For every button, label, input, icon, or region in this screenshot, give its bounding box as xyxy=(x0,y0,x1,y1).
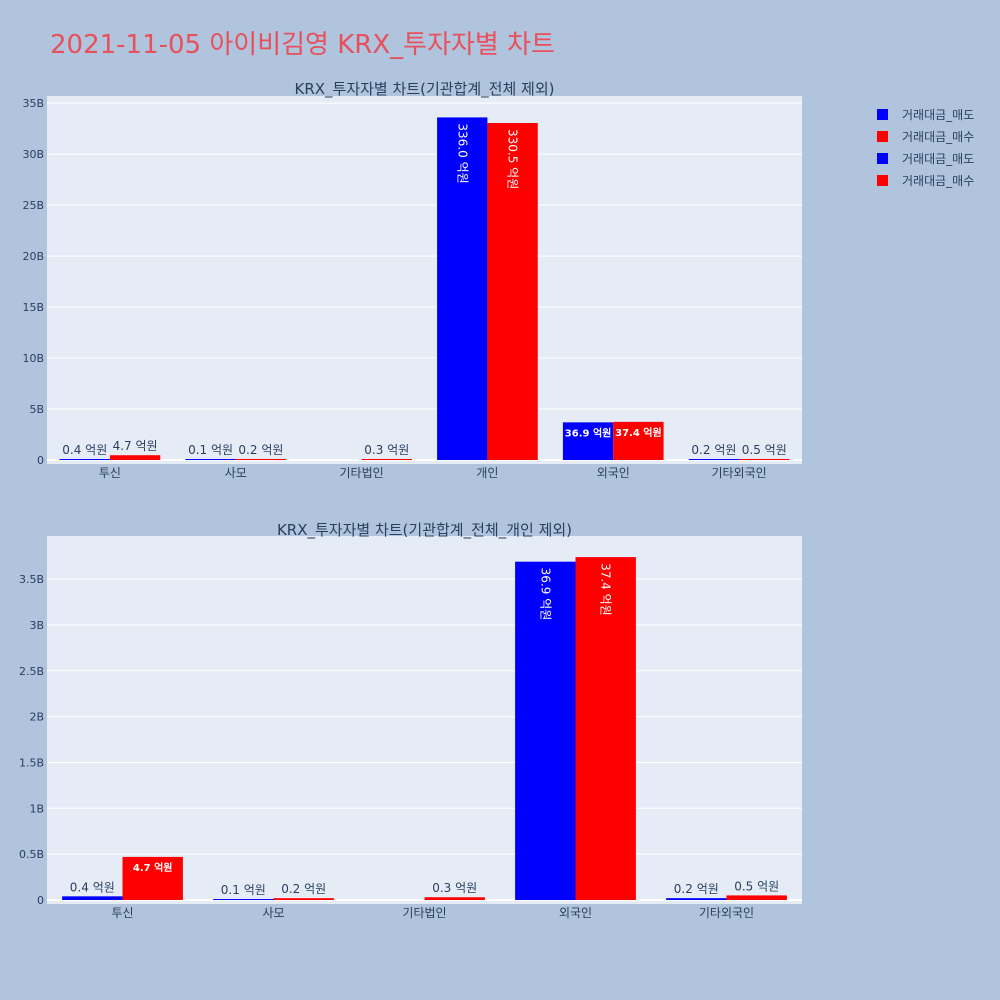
data-label: 0.4 억원 xyxy=(70,880,115,894)
data-label: 0.3 억원 xyxy=(364,443,409,457)
y-tick-label: 30B xyxy=(22,148,44,161)
legend-label[interactable]: 거래대금_매도 xyxy=(902,108,974,122)
page-title: 2021-11-05 아이비김영 KRX_투자자별 차트 xyxy=(50,30,555,60)
x-tick-label: 개인 xyxy=(476,466,498,480)
data-label: 0.1 억원 xyxy=(188,443,233,457)
data-label: 4.7 억원 xyxy=(113,439,158,453)
chart-title: KRX_투자자별 차트(기관합계_전체_개인 제외) xyxy=(277,521,572,540)
legend-swatch[interactable] xyxy=(877,131,888,142)
data-label: 0.3 억원 xyxy=(432,881,477,895)
x-tick-label: 외국인 xyxy=(559,906,592,920)
data-label: 4.7 억원 xyxy=(133,861,173,874)
y-tick-label: 0 xyxy=(37,454,44,467)
bar xyxy=(666,898,727,900)
data-label: 330.5 억원 xyxy=(506,129,520,189)
y-tick-label: 1.5B xyxy=(19,756,44,769)
y-tick-label: 3.5B xyxy=(19,573,44,586)
legend-label[interactable]: 거래대금_매수 xyxy=(902,174,974,188)
x-tick-label: 사모 xyxy=(262,906,284,920)
y-tick-label: 15B xyxy=(22,301,44,314)
data-label: 36.9 억원 xyxy=(538,568,552,621)
bar xyxy=(739,459,790,460)
y-tick-label: 10B xyxy=(22,352,44,365)
data-label: 0.5 억원 xyxy=(742,443,787,457)
bar xyxy=(273,898,334,900)
y-tick-label: 20B xyxy=(22,250,44,263)
x-tick-label: 외국인 xyxy=(597,466,630,480)
data-label: 0.2 억원 xyxy=(674,882,719,896)
bar xyxy=(562,422,614,460)
data-label: 0.4 억원 xyxy=(62,443,107,457)
x-tick-label: 기타법인 xyxy=(402,906,446,920)
bar xyxy=(726,895,787,900)
y-tick-label: 0.5B xyxy=(19,848,44,861)
legend-label[interactable]: 거래대금_매수 xyxy=(902,130,974,144)
chart-title: KRX_투자자별 차트(기관합계_전체 제외) xyxy=(295,80,555,99)
bar xyxy=(487,123,538,461)
y-tick-label: 2.5B xyxy=(19,665,44,678)
legend-swatch[interactable] xyxy=(877,175,888,186)
data-label: 0.2 억원 xyxy=(238,443,283,457)
y-tick-label: 1B xyxy=(29,802,44,815)
data-label: 336.0 억원 xyxy=(455,123,469,183)
bar xyxy=(62,896,123,900)
bar xyxy=(185,459,236,460)
y-tick-label: 0 xyxy=(37,894,44,907)
data-label: 0.2 억원 xyxy=(281,882,326,896)
bar xyxy=(424,897,485,900)
y-tick-label: 35B xyxy=(22,97,44,110)
plot-area xyxy=(47,536,802,904)
chart-2: 0 0.5B 1B 1.5B 2B 2.5B 3B 3.5B KRX_투자자별 차트(기관합계_… xyxy=(19,521,802,920)
legend-swatch[interactable] xyxy=(877,153,888,164)
x-tick-label: 기타외국인 xyxy=(711,466,766,480)
legend-swatch[interactable] xyxy=(877,109,888,120)
x-tick-label: 투신 xyxy=(111,906,133,920)
x-tick-label: 투신 xyxy=(99,466,121,480)
x-tick-label: 기타법인 xyxy=(339,466,383,480)
y-tick-label: 5B xyxy=(29,403,44,416)
bar xyxy=(515,561,576,900)
chart-1: 0 5B 10B 15B 20B 25B 30B 35B KRX_투자자별 차트(기관합계_전체… xyxy=(22,80,802,480)
data-label: 0.1 억원 xyxy=(221,883,266,897)
plot-area xyxy=(47,96,802,464)
bar xyxy=(213,899,274,900)
y-tick-label: 2B xyxy=(29,711,44,724)
bar xyxy=(122,856,183,900)
legend-label[interactable]: 거래대금_매도 xyxy=(902,152,974,166)
x-tick-label: 기타외국인 xyxy=(699,906,754,920)
bar xyxy=(109,455,161,460)
bar xyxy=(688,459,740,460)
data-label: 0.5 억원 xyxy=(734,879,779,893)
bar xyxy=(59,459,110,460)
bar xyxy=(575,557,636,900)
bar xyxy=(613,421,664,460)
bar xyxy=(437,117,488,460)
y-tick-label: 3B xyxy=(29,619,44,632)
data-label: 37.4 억원 xyxy=(615,426,662,439)
data-label: 0.2 억원 xyxy=(691,443,736,457)
y-tick-label: 25B xyxy=(22,199,44,212)
x-tick-label: 사모 xyxy=(225,466,247,480)
bar xyxy=(235,459,287,460)
bar xyxy=(361,459,412,460)
data-label: 37.4 억원 xyxy=(599,563,613,616)
data-label: 36.9 억원 xyxy=(565,426,612,439)
